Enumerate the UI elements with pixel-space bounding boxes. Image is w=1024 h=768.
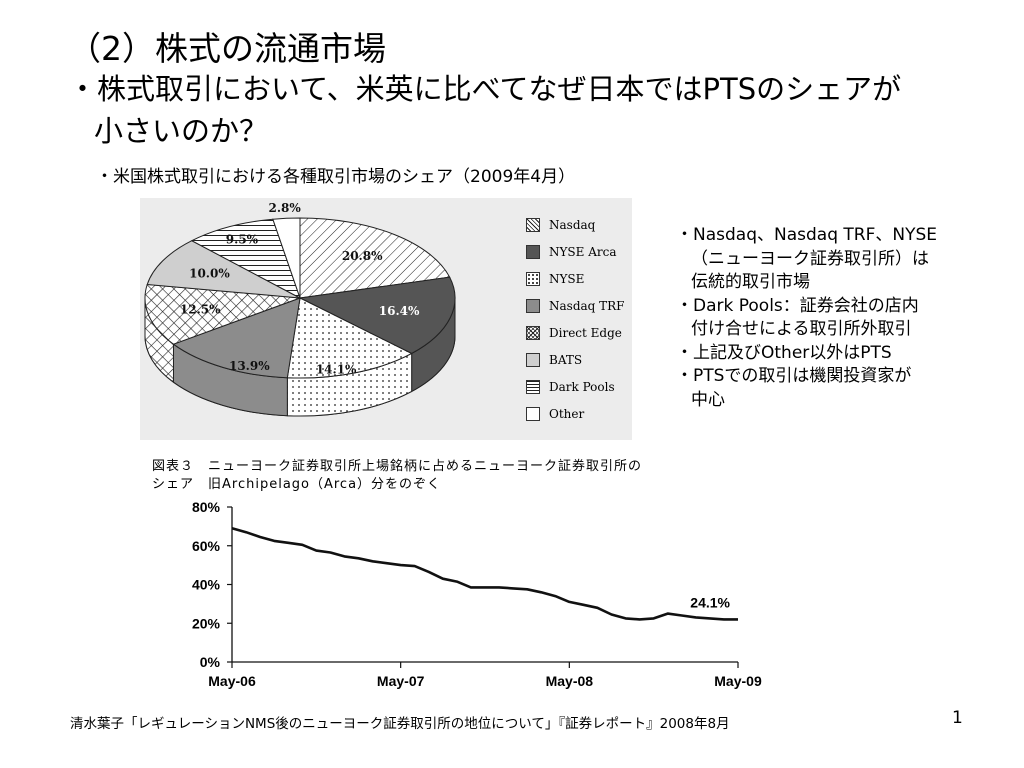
legend-label: Nasdaq TRF [549, 298, 625, 313]
page-number: 1 [952, 708, 963, 728]
legend-swatch [526, 379, 540, 394]
pie-slice-label: 9.5% [226, 233, 259, 247]
legend-swatch [526, 298, 540, 313]
pie-slice-dark-pools [190, 218, 301, 300]
line-chart-title-line-2: シェア 旧Archipelago（Arca）分をのぞく [152, 477, 442, 492]
legend-label: Direct Edge [549, 325, 622, 340]
legend-item: Nasdaq [526, 211, 625, 238]
y-tick-label: 40% [192, 577, 221, 593]
x-tick-label: May-08 [546, 673, 594, 689]
legend-label: NYSE [549, 271, 585, 286]
legend-swatch [526, 325, 540, 340]
legend-swatch [526, 271, 540, 286]
pie-slice-label: 2.8% [268, 201, 301, 215]
x-tick-label: May-07 [377, 673, 425, 689]
y-tick-label: 0% [200, 654, 221, 670]
legend-swatch [526, 406, 540, 421]
pie-slice-other [272, 217, 301, 299]
pie-slice-label: 12.5% [180, 303, 221, 317]
pie-slice-nyse [286, 297, 413, 379]
line-chart-title-line-1: 図表３ ニューヨーク証券取引所上場銘柄に占めるニューヨーク証券取引所の [152, 459, 643, 474]
legend-swatch [526, 244, 540, 259]
line-series-path [231, 527, 738, 621]
legend-label: Dark Pools [549, 379, 615, 394]
pie-slice-nyse-arca [298, 276, 456, 355]
legend-item: Direct Edge [526, 319, 625, 346]
y-tick-label: 60% [192, 538, 221, 554]
pie-slice-nasdaq [299, 217, 451, 299]
pie-slice-label: 13.9% [229, 359, 270, 373]
footer-citation: 清水葉子「レギュレーションNMS後のニューヨーク証券取引所の地位について」『証券… [70, 716, 730, 732]
x-tick-label: May-06 [208, 673, 256, 689]
question-line-2: 小さいのか？ [94, 114, 269, 148]
note-line: 中心 [691, 389, 725, 410]
pie-slice-bats [146, 240, 301, 299]
pie-slice-label: 10.0% [189, 266, 230, 280]
pie-chart-subheading: ・米国株式取引における各種取引市場のシェア（2009年4月） [96, 167, 576, 187]
legend-item: BATS [526, 346, 625, 373]
pie-chart-panel: 20.8% 16.4% 14.1% 13.9% 12.5% 10.0% 9.5% 2.8% N… [140, 198, 632, 440]
legend-item: NYSE Arca [526, 238, 625, 265]
legend-label: BATS [549, 352, 583, 367]
y-tick-label: 80% [192, 499, 221, 515]
legend-swatch [526, 352, 540, 367]
y-tick-label: 20% [192, 615, 221, 631]
line-end-annotation: 24.1% [690, 594, 730, 610]
note-line: ・Dark Pools：証券会社の店内 [676, 295, 919, 316]
legend-label: Other [549, 406, 585, 421]
x-tick-label: May-09 [714, 673, 762, 689]
legend-item: Dark Pools [526, 373, 625, 400]
line-chart-panel: 図表３ ニューヨーク証券取引所上場銘柄に占めるニューヨーク証券取引所の シェア … [150, 456, 790, 696]
pie-slice-nasdaq-trf [172, 297, 301, 379]
note-line: ・PTSでの取引は機関投資家が [676, 366, 912, 386]
note-line: （ニューヨーク証券取引所）は [691, 248, 929, 269]
pie-chart: 20.8% 16.4% 14.1% 13.9% 12.5% 10.0% 9.5% 2.8% [144, 201, 456, 417]
legend-label: Nasdaq [549, 217, 596, 232]
note-line: 付け合せによる取引所外取引 [691, 319, 912, 339]
pie-slice-label: 20.8% [342, 249, 383, 263]
notes-list: ・Nasdaq、Nasdaq TRF、NYSE （ニューヨーク証券取引所）は 伝統的… [676, 224, 937, 412]
line-chart-title: 図表３ ニューヨーク証券取引所上場銘柄に占めるニューヨーク証券取引所の シェア … [152, 458, 642, 494]
pie-slice-direct-edge [144, 283, 301, 345]
pie-slice-label: 16.4% [379, 304, 420, 318]
note-line: ・Nasdaq、Nasdaq TRF、NYSE [676, 225, 937, 245]
pie-legend: Nasdaq NYSE Arca NYSE Nasdaq TRF Direct Edge… [526, 211, 625, 427]
note-line: 伝統的取引市場 [691, 272, 810, 292]
line-chart: 0% 20% 40% 60% 80% May-06 May-07 May-08 May-09 24… [192, 499, 762, 689]
slide-title: （2）株式の流通市場 [68, 29, 386, 68]
pie-slice-label: 14.1% [316, 362, 357, 376]
question-line-1: ・株式取引において、米英に比べてなぜ日本ではPTSのシェアが [68, 72, 902, 106]
note-line: ・上記及びOther以外はPTS [676, 342, 892, 363]
legend-item: NYSE [526, 265, 625, 292]
legend-item: Nasdaq TRF [526, 292, 625, 319]
legend-label: NYSE Arca [549, 244, 617, 259]
legend-item: Other [526, 400, 625, 427]
legend-swatch [526, 217, 540, 232]
